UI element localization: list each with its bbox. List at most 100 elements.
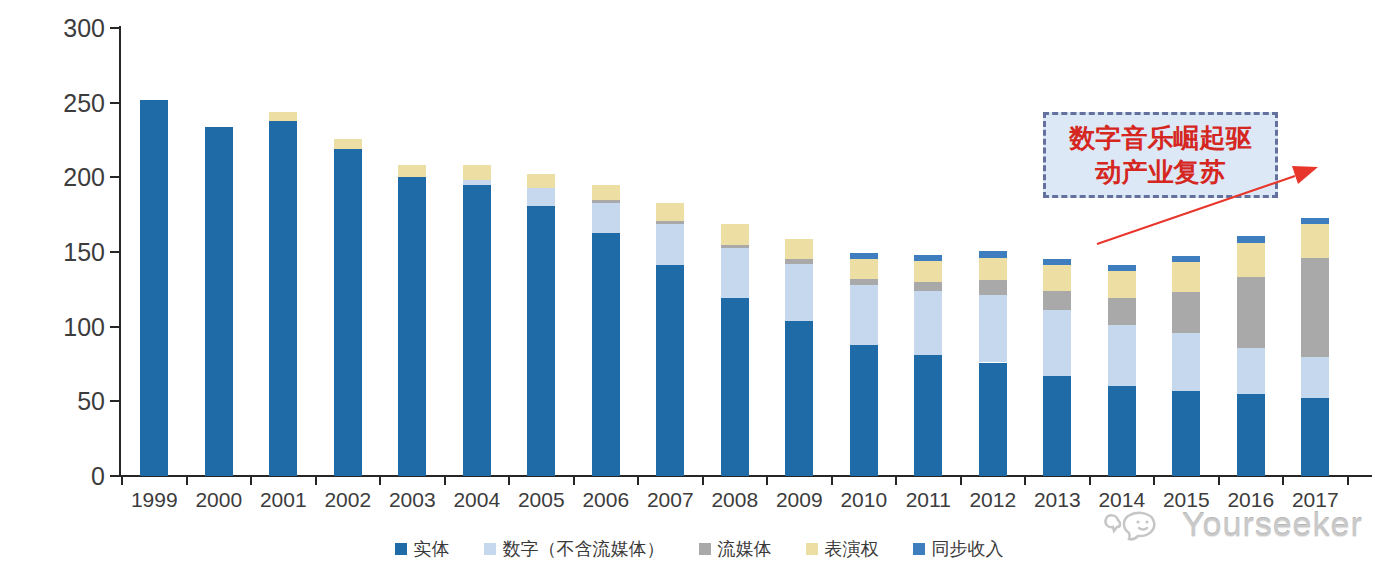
x-axis-tick	[702, 477, 704, 485]
bar-segment-数字（不含流媒体）	[785, 264, 813, 321]
x-axis-category-label: 2011	[896, 488, 961, 512]
y-axis-tick-label: 100	[33, 314, 105, 340]
x-axis-category-label: 2007	[638, 488, 703, 512]
bar-segment-实体	[398, 177, 426, 476]
yourseeker-bubbles-icon	[1098, 498, 1176, 550]
y-axis-tick-label: 200	[33, 164, 105, 190]
bar-segment-表演权	[1172, 262, 1200, 292]
stacked-bar-chart: 050100150200250300 199920002001200220032…	[0, 0, 1398, 582]
bar-segment-表演权	[592, 185, 620, 200]
bar-segment-实体	[785, 321, 813, 476]
bar-segment-数字（不含流媒体）	[527, 188, 555, 206]
bar-segment-实体	[334, 149, 362, 476]
bar-segment-表演权	[721, 224, 749, 245]
y-axis-tick	[110, 102, 119, 104]
x-axis-tick	[1089, 477, 1091, 485]
bar-segment-表演权	[1043, 265, 1071, 290]
bar-segment-实体	[1108, 386, 1136, 476]
y-axis-tick	[110, 251, 119, 253]
bar-segment-实体	[527, 206, 555, 476]
annotation-callout: 数字音乐崛起驱 动产业复苏	[1043, 112, 1278, 198]
x-axis-category-label: 2006	[574, 488, 639, 512]
legend-label: 流媒体	[718, 537, 772, 561]
annotation-line-1: 数字音乐崛起驱	[1070, 121, 1252, 155]
y-axis-tick-label: 300	[33, 15, 105, 41]
bar-segment-数字（不含流媒体）	[850, 285, 878, 345]
x-axis-tick	[315, 477, 317, 485]
legend-swatch	[484, 543, 496, 555]
x-axis-category-label: 2000	[187, 488, 252, 512]
bar-segment-表演权	[1301, 224, 1329, 258]
bar-segment-表演权	[463, 165, 491, 180]
x-axis-tick	[121, 477, 123, 485]
legend-item: 表演权	[806, 537, 879, 561]
legend-swatch	[699, 543, 711, 555]
bar-segment-表演权	[656, 203, 684, 221]
x-axis-category-label: 2010	[832, 488, 897, 512]
x-axis-tick	[508, 477, 510, 485]
bar-segment-流媒体	[721, 245, 749, 248]
bar-segment-流媒体	[656, 221, 684, 224]
y-axis-tick	[110, 400, 119, 402]
x-axis-category-label: 1999	[122, 488, 187, 512]
bar-segment-同步收入	[1043, 259, 1071, 265]
x-axis-tick	[444, 477, 446, 485]
y-axis-tick-label: 250	[33, 90, 105, 116]
bar-segment-实体	[656, 265, 684, 476]
bar-segment-表演权	[269, 112, 297, 121]
bar-segment-流媒体	[1301, 258, 1329, 357]
bar-segment-数字（不含流媒体）	[592, 203, 620, 233]
bar-segment-表演权	[1108, 271, 1136, 298]
bar-segment-表演权	[979, 258, 1007, 280]
bar-segment-同步收入	[1108, 265, 1136, 271]
legend-item: 同步收入	[913, 537, 1004, 561]
bar-segment-流媒体	[1172, 292, 1200, 332]
y-axis-tick	[110, 176, 119, 178]
watermark: Yourseeker	[1098, 498, 1363, 550]
x-axis-category-label: 2008	[703, 488, 768, 512]
x-axis-category-label: 2013	[1025, 488, 1090, 512]
bar-segment-流媒体	[914, 282, 942, 291]
x-axis-tick	[1024, 477, 1026, 485]
bar-segment-实体	[850, 345, 878, 476]
watermark-text: Yourseeker	[1182, 505, 1363, 544]
y-axis-tick	[110, 27, 119, 29]
x-axis-category-label: 2002	[316, 488, 381, 512]
bar-segment-实体	[1043, 376, 1071, 476]
bar-segment-同步收入	[1301, 218, 1329, 224]
x-axis-tick	[1347, 477, 1349, 485]
legend-label: 表演权	[825, 537, 879, 561]
bar-segment-实体	[463, 185, 491, 476]
x-axis-tick	[1218, 477, 1220, 485]
bar-segment-实体	[1237, 394, 1265, 476]
y-axis-tick-label: 50	[33, 388, 105, 414]
legend-label: 数字（不含流媒体）	[503, 537, 665, 561]
bar-segment-表演权	[914, 261, 942, 282]
annotation-line-2: 动产业复苏	[1096, 155, 1226, 189]
bar-segment-流媒体	[1043, 291, 1071, 310]
x-axis-category-label: 2009	[767, 488, 832, 512]
x-axis-category-label: 2003	[380, 488, 445, 512]
bar-segment-表演权	[334, 139, 362, 149]
bar-segment-实体	[979, 363, 1007, 476]
legend-item: 实体	[395, 537, 450, 561]
bar-segment-数字（不含流媒体）	[1043, 310, 1071, 376]
legend-item: 流媒体	[699, 537, 772, 561]
legend-swatch	[395, 543, 407, 555]
bar-segment-实体	[140, 100, 168, 476]
x-axis-tick	[379, 477, 381, 485]
bar-segment-同步收入	[979, 251, 1007, 258]
bar-segment-表演权	[850, 259, 878, 278]
y-axis-tick-label: 150	[33, 239, 105, 265]
x-axis-tick	[186, 477, 188, 485]
bar-segment-实体	[914, 355, 942, 476]
bar-segment-同步收入	[850, 253, 878, 259]
x-axis-category-label: 2005	[509, 488, 574, 512]
bar-segment-实体	[1301, 398, 1329, 476]
bar-segment-表演权	[527, 174, 555, 187]
y-axis-tick	[110, 475, 119, 477]
bar-segment-流媒体	[850, 279, 878, 285]
bar-segment-数字（不含流媒体）	[1108, 325, 1136, 386]
legend-label: 同步收入	[932, 537, 1004, 561]
x-axis-tick	[831, 477, 833, 485]
